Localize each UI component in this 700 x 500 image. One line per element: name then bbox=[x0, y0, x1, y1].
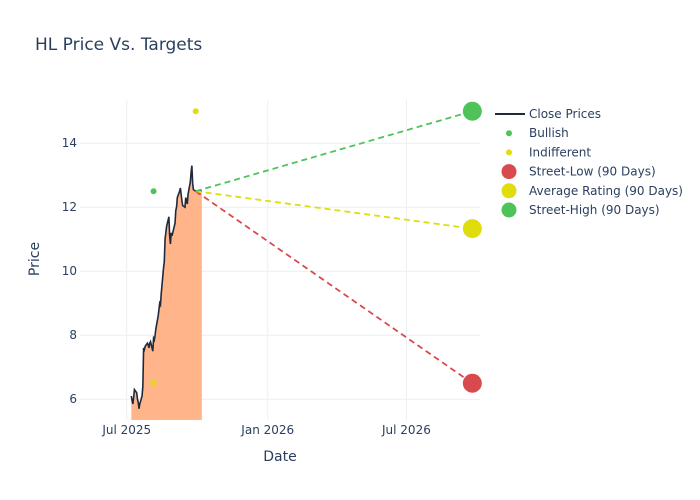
price-layer bbox=[130, 165, 202, 420]
legend: Close Prices Bullish Indifferent Street-Low… bbox=[495, 107, 683, 218]
y-axis-title: Price bbox=[27, 242, 43, 276]
y-ticks: 6 8 10 12 14 bbox=[62, 136, 77, 406]
legend-item[interactable]: Average Rating (90 Days) bbox=[501, 183, 684, 199]
y-tick-label: 8 bbox=[69, 328, 77, 342]
legend-item[interactable]: Street-Low (90 Days) bbox=[501, 164, 656, 180]
x-tick-label: Jul 2026 bbox=[381, 423, 431, 437]
y-tick-label: 14 bbox=[62, 136, 77, 150]
legend-swatch-dot bbox=[506, 149, 512, 156]
target-line bbox=[195, 110, 473, 193]
legend-swatch-dot bbox=[506, 130, 512, 137]
target-layer bbox=[195, 101, 482, 393]
legend-item[interactable]: Indifferent bbox=[506, 145, 591, 159]
chart-title: HL Price Vs. Targets bbox=[35, 35, 202, 55]
y-tick-label: 6 bbox=[69, 392, 77, 406]
legend-item[interactable]: Close Prices bbox=[495, 107, 601, 121]
legend-swatch-marker bbox=[501, 202, 517, 218]
x-ticks: Jul 2025 Jan 2026 Jul 2026 bbox=[101, 423, 431, 437]
y-tick-label: 12 bbox=[62, 200, 77, 214]
legend-label: Close Prices bbox=[529, 107, 601, 121]
close-price-line bbox=[130, 165, 202, 409]
legend-item[interactable]: Street-High (90 Days) bbox=[501, 202, 660, 218]
legend-label: Street-High (90 Days) bbox=[529, 203, 660, 217]
legend-label: Indifferent bbox=[529, 145, 591, 159]
legend-swatch-marker bbox=[501, 164, 517, 180]
x-tick-label: Jan 2026 bbox=[240, 423, 294, 437]
legend-swatch-marker bbox=[501, 183, 517, 199]
rating-point-bullish bbox=[150, 188, 157, 195]
y-tick-label: 10 bbox=[62, 264, 77, 278]
target-line bbox=[195, 190, 473, 230]
target-marker bbox=[462, 101, 482, 121]
legend-label: Average Rating (90 Days) bbox=[529, 184, 683, 198]
target-line bbox=[195, 190, 473, 384]
rating-point-indifferent bbox=[150, 380, 157, 387]
target-marker bbox=[462, 219, 482, 239]
legend-label: Street-Low (90 Days) bbox=[529, 165, 656, 179]
legend-item[interactable]: Bullish bbox=[506, 126, 569, 140]
x-axis-title: Date bbox=[263, 449, 296, 465]
close-price-area bbox=[131, 165, 202, 420]
rating-layer bbox=[150, 108, 199, 387]
gridlines bbox=[80, 100, 480, 420]
legend-label: Bullish bbox=[529, 126, 569, 140]
x-tick-label: Jul 2025 bbox=[101, 423, 151, 437]
rating-point-indifferent bbox=[192, 108, 199, 115]
target-marker bbox=[462, 373, 482, 393]
